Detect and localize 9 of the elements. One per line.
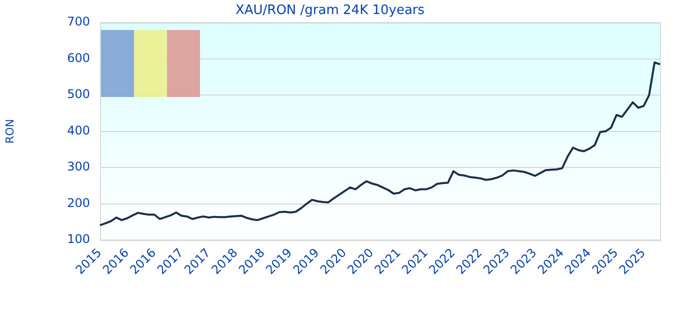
y-tick-label: 500 <box>67 87 90 102</box>
y-tick-label: 400 <box>67 123 90 138</box>
chart-title: XAU/RON /gram 24K 10years <box>235 3 425 18</box>
y-tick-label: 600 <box>67 50 90 65</box>
y-axis-title: RON <box>3 119 16 144</box>
y-tick-label: 700 <box>67 14 90 29</box>
y-tick-label: 200 <box>67 196 90 210</box>
y-tick-label: 100 <box>67 232 90 246</box>
y-tick-label: 300 <box>67 160 90 174</box>
